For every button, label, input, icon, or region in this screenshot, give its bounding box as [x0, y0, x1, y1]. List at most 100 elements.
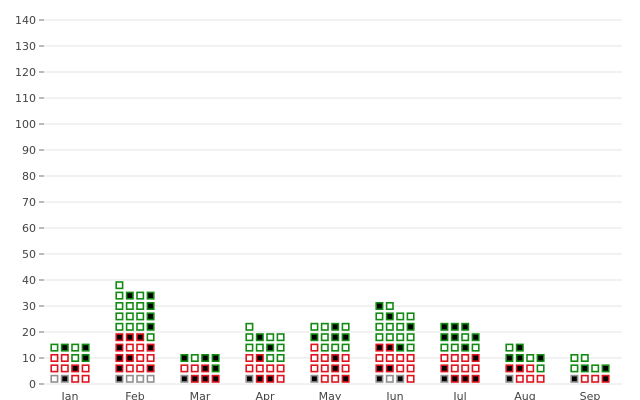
waffle-cell-red	[515, 374, 524, 383]
waffle-cell-green	[375, 312, 384, 321]
waffle-cell-fill-dark	[192, 376, 198, 382]
x-tick-label: Jan	[61, 390, 79, 400]
waffle-cell-fill-light	[267, 366, 273, 371]
waffle-cell-red	[341, 364, 350, 373]
waffle-cell-green	[115, 291, 124, 300]
waffle-cell-green	[125, 312, 134, 321]
waffle-cell-fill-light	[343, 355, 348, 361]
bar-stack-sep	[570, 354, 610, 383]
waffle-cell-red	[461, 354, 470, 362]
waffle-cell-green	[440, 343, 449, 352]
waffle-cell-red	[526, 364, 535, 373]
waffle-cell-fill-light	[247, 324, 252, 330]
waffle-cell-fill-light	[72, 376, 78, 382]
waffle-cell-fill-light	[452, 355, 458, 361]
waffle-cell-green	[450, 343, 459, 352]
waffle-cell-red	[526, 374, 535, 383]
waffle-cell-fill-light	[182, 366, 187, 371]
waffle-cell-green	[375, 333, 384, 342]
waffle-cell-fill-dark	[387, 345, 393, 350]
waffle-cell-fill-light	[127, 376, 133, 382]
waffle-cell-fill-light	[538, 366, 543, 371]
x-tick-label: May	[319, 390, 342, 400]
waffle-cell-fill-light	[127, 324, 133, 330]
waffle-cell-fill-light	[572, 355, 577, 361]
waffle-cell-red	[276, 374, 285, 383]
waffle-cell-fill-light	[582, 355, 588, 361]
waffle-cell-fill-dark	[127, 334, 133, 340]
waffle-cell-green	[190, 354, 199, 362]
waffle-cell-red	[115, 333, 124, 342]
waffle-cell-red	[580, 374, 589, 383]
waffle-cell-fill-dark	[213, 366, 218, 371]
waffle-cell-red	[136, 333, 145, 342]
x-tick-label: Jun	[385, 390, 403, 400]
x-tick-label: Sep	[580, 390, 601, 400]
y-tick-label: 20	[22, 326, 36, 339]
waffle-cell-red	[136, 364, 145, 373]
waffle-cell-fill-dark	[377, 366, 382, 371]
waffle-cell-fill-light	[117, 314, 122, 319]
waffle-cell-fill-light	[117, 324, 122, 330]
waffle-cell-gray	[310, 374, 319, 383]
y-tick-label: 0	[29, 378, 36, 391]
waffle-cell-fill-light	[387, 324, 393, 330]
waffle-cell-red	[115, 354, 124, 362]
waffle-cell-fill-dark	[72, 366, 78, 371]
waffle-cell-green	[331, 333, 340, 342]
waffle-cell-fill-dark	[538, 355, 543, 361]
waffle-cell-fill-light	[312, 324, 317, 330]
waffle-cell-fill-dark	[148, 324, 153, 330]
waffle-cell-fill-dark	[377, 376, 382, 382]
waffle-cell-fill-light	[257, 345, 263, 350]
waffle-cell-green	[536, 354, 545, 362]
waffle-cell-gray	[385, 374, 394, 383]
waffle-cell-fill-dark	[408, 324, 413, 330]
waffle-cell-green	[331, 322, 340, 331]
waffle-cell-fill-light	[397, 334, 403, 340]
waffle-cell-red	[115, 364, 124, 373]
waffle-cell-gray	[136, 374, 145, 383]
waffle-cell-fill-light	[408, 334, 413, 340]
waffle-cell-fill-dark	[332, 355, 338, 361]
waffle-cell-red	[471, 374, 480, 383]
waffle-cell-fill-dark	[397, 376, 403, 382]
waffle-cell-fill-dark	[117, 355, 122, 361]
waffle-cell-green	[396, 343, 405, 352]
bar-stack-jan	[50, 343, 90, 383]
waffle-cell-fill-dark	[462, 376, 468, 382]
waffle-cell-fill-light	[527, 366, 533, 371]
waffle-cell-red	[471, 354, 480, 362]
waffle-cell-fill-dark	[462, 345, 468, 350]
waffle-cell-green	[396, 322, 405, 331]
waffle-cell-green	[136, 312, 145, 321]
waffle-cell-green	[255, 333, 264, 342]
waffle-cell-fill-light	[322, 355, 328, 361]
waffle-cell-green	[570, 354, 579, 362]
waffle-cell-green	[471, 333, 480, 342]
waffle-cell-red	[385, 364, 394, 373]
waffle-cell-green	[536, 364, 545, 373]
waffle-cell-fill-dark	[507, 366, 512, 371]
waffle-cell-fill-light	[397, 366, 403, 371]
waffle-cell-green	[450, 333, 459, 342]
waffle-cell-fill-light	[192, 366, 198, 371]
waffle-cell-gray	[570, 374, 579, 383]
waffle-cell-red	[396, 354, 405, 362]
waffle-cell-red	[450, 374, 459, 383]
waffle-cell-green	[471, 343, 480, 352]
waffle-cell-fill-light	[322, 334, 328, 340]
waffle-cell-green	[276, 354, 285, 362]
waffle-cell-fill-light	[527, 376, 533, 382]
waffle-cell-red	[320, 374, 329, 383]
waffle-cell-fill-light	[72, 345, 78, 350]
waffle-cell-green	[136, 302, 145, 310]
waffle-cell-red	[375, 354, 384, 362]
waffle-cell-red	[461, 374, 470, 383]
waffle-cell-fill-dark	[377, 303, 382, 309]
waffle-cell-fill-dark	[332, 366, 338, 371]
waffle-cell-fill-light	[83, 366, 88, 371]
waffle-cell-fill-dark	[267, 345, 273, 350]
waffle-cell-fill-dark	[582, 366, 588, 371]
waffle-cell-red	[190, 374, 199, 383]
